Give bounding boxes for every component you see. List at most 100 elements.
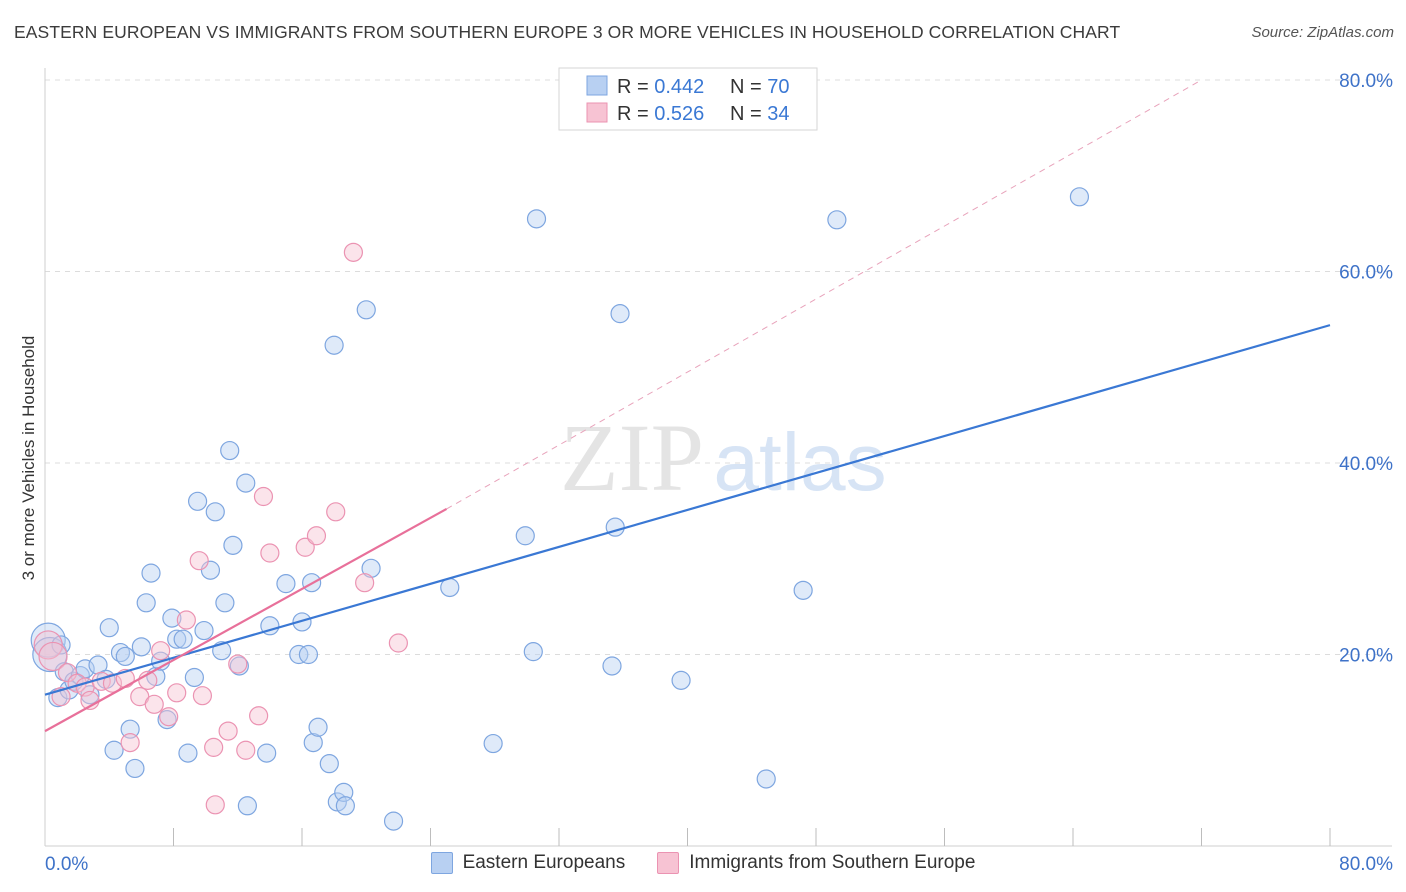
immigrants-point-16 [167, 683, 187, 703]
eastern-europeans-point-39 [257, 743, 277, 763]
legend-swatch-blue [586, 75, 608, 96]
chart-title: EASTERN EUROPEAN VS IMMIGRANTS FROM SOUT… [14, 22, 1121, 42]
immigrants-point-18 [189, 551, 209, 571]
immigrants-point-23 [228, 654, 248, 674]
eastern-europeans-point-36 [236, 473, 256, 493]
eastern-europeans-point-17 [131, 637, 151, 657]
eastern-europeans-point-31 [205, 502, 225, 522]
svg-text:R = 0.526: R = 0.526 [617, 103, 704, 125]
eastern-europeans-point-68 [1069, 187, 1090, 207]
trend-lines [44, 79, 1331, 733]
bottom-legend-label-immigrants: Immigrants from Southern Europe [689, 852, 976, 873]
legend-n-value-1: 70 [767, 76, 789, 98]
immigrants-point-13 [144, 694, 164, 714]
eastern-europeans-point-60 [523, 642, 543, 662]
trend-immigrants-extension [446, 79, 1202, 510]
eastern-europeans-point-38 [237, 796, 257, 816]
immigrants-point-33 [388, 633, 408, 653]
immigrants-point-15 [159, 707, 179, 727]
legend-r-label-2: R = [617, 103, 654, 125]
eastern-europeans-point-28 [187, 491, 208, 511]
eastern-europeans-point-29 [194, 620, 214, 641]
axes [44, 68, 1392, 847]
immigrants-point-25 [249, 706, 269, 726]
eastern-europeans-point-12 [104, 740, 124, 760]
immigrants-point-22 [218, 721, 238, 741]
eastern-europeans-point-26 [178, 743, 198, 763]
legend-r-value-1: 0.442 [654, 76, 704, 98]
y-tick-label-0: 20.0% [1339, 646, 1393, 667]
eastern-europeans-point-16 [125, 758, 145, 779]
eastern-europeans-point-63 [610, 304, 630, 324]
series-immigrants-southern-europe [33, 242, 408, 815]
bottom-legend: Eastern Europeans Immigrants from Southe… [0, 852, 1406, 874]
bottom-legend-item-immigrants: Immigrants from Southern Europe [657, 852, 975, 874]
immigrants-point-3 [57, 663, 78, 683]
immigrants-point-19 [192, 686, 213, 706]
x-tick-label-0: 0.0% [45, 854, 88, 875]
eastern-europeans-point-65 [756, 769, 776, 789]
watermark-atlas: atlas [713, 417, 886, 508]
bottom-legend-swatch-pink [657, 852, 680, 874]
watermark-zip: ZIP [560, 404, 704, 511]
legend-n-label-2: N = [730, 103, 767, 125]
x-tick-label-1: 80.0% [1339, 854, 1393, 875]
gridlines [45, 79, 1392, 655]
bottom-legend-item-eastern-europeans: Eastern Europeans [430, 852, 626, 874]
immigrants-point-26 [253, 486, 274, 507]
y-tick-label-2: 60.0% [1339, 263, 1393, 284]
series-eastern-europeans [30, 187, 1090, 831]
immigrants-point-10 [120, 732, 140, 753]
legend-n-value-2: 34 [767, 103, 789, 125]
eastern-europeans-point-48 [319, 754, 339, 774]
legend-r-value-2: 0.526 [654, 103, 704, 125]
eastern-europeans-point-18 [136, 593, 156, 613]
svg-text:N = 70: N = 70 [730, 76, 790, 98]
eastern-europeans-point-55 [383, 811, 404, 831]
immigrants-point-17 [176, 610, 196, 630]
bottom-legend-label-eastern-europeans: Eastern Europeans [462, 852, 626, 873]
eastern-europeans-point-0 [30, 622, 66, 658]
eastern-europeans-point-59 [526, 209, 547, 229]
eastern-europeans-point-33 [215, 593, 235, 613]
eastern-europeans-point-54 [361, 558, 381, 578]
svg-text:N = 34: N = 34 [730, 103, 790, 125]
eastern-europeans-point-62 [602, 656, 622, 676]
eastern-europeans-point-41 [276, 574, 296, 594]
source-label: Source: ZipAtlas.com [1251, 24, 1394, 41]
legend-n-label-1: N = [730, 76, 767, 98]
immigrants-point-14 [151, 641, 171, 661]
immigrants-point-27 [260, 543, 280, 563]
immigrants-point-30 [326, 502, 346, 522]
eastern-europeans-point-47 [308, 717, 328, 737]
eastern-europeans-point-34 [223, 535, 243, 555]
eastern-europeans-point-53 [356, 300, 376, 320]
immigrants-point-28 [295, 537, 315, 557]
immigrants-point-1 [38, 641, 68, 672]
eastern-europeans-point-46 [303, 732, 323, 753]
eastern-europeans-point-49 [324, 335, 344, 355]
eastern-europeans-point-64 [671, 670, 691, 690]
eastern-europeans-point-52 [335, 796, 355, 816]
bottom-legend-swatch-blue [430, 852, 453, 874]
eastern-europeans-point-44 [298, 644, 319, 665]
eastern-europeans-point-27 [184, 667, 204, 688]
immigrants-point-31 [343, 242, 363, 262]
eastern-europeans-point-15 [120, 719, 140, 739]
immigrants-point-20 [204, 737, 224, 757]
eastern-europeans-point-25 [173, 629, 193, 649]
eastern-europeans-point-9 [88, 655, 108, 675]
immigrants-point-29 [306, 526, 327, 546]
eastern-europeans-point-14 [115, 646, 135, 667]
eastern-europeans-point-66 [793, 580, 813, 600]
watermark: ZIP atlas [560, 404, 887, 511]
trend-eastern-europeans [44, 324, 1331, 696]
legend-r-label-1: R = [617, 76, 654, 98]
legend-box: R = 0.442 N = 70 R = 0.526 N = 34 [558, 67, 818, 131]
immigrants-point-32 [355, 573, 375, 593]
y-tick-label-3: 80.0% [1339, 71, 1393, 92]
eastern-europeans-point-43 [292, 612, 312, 632]
y-tick-label-1: 40.0% [1339, 454, 1393, 475]
eastern-europeans-point-57 [483, 733, 503, 754]
